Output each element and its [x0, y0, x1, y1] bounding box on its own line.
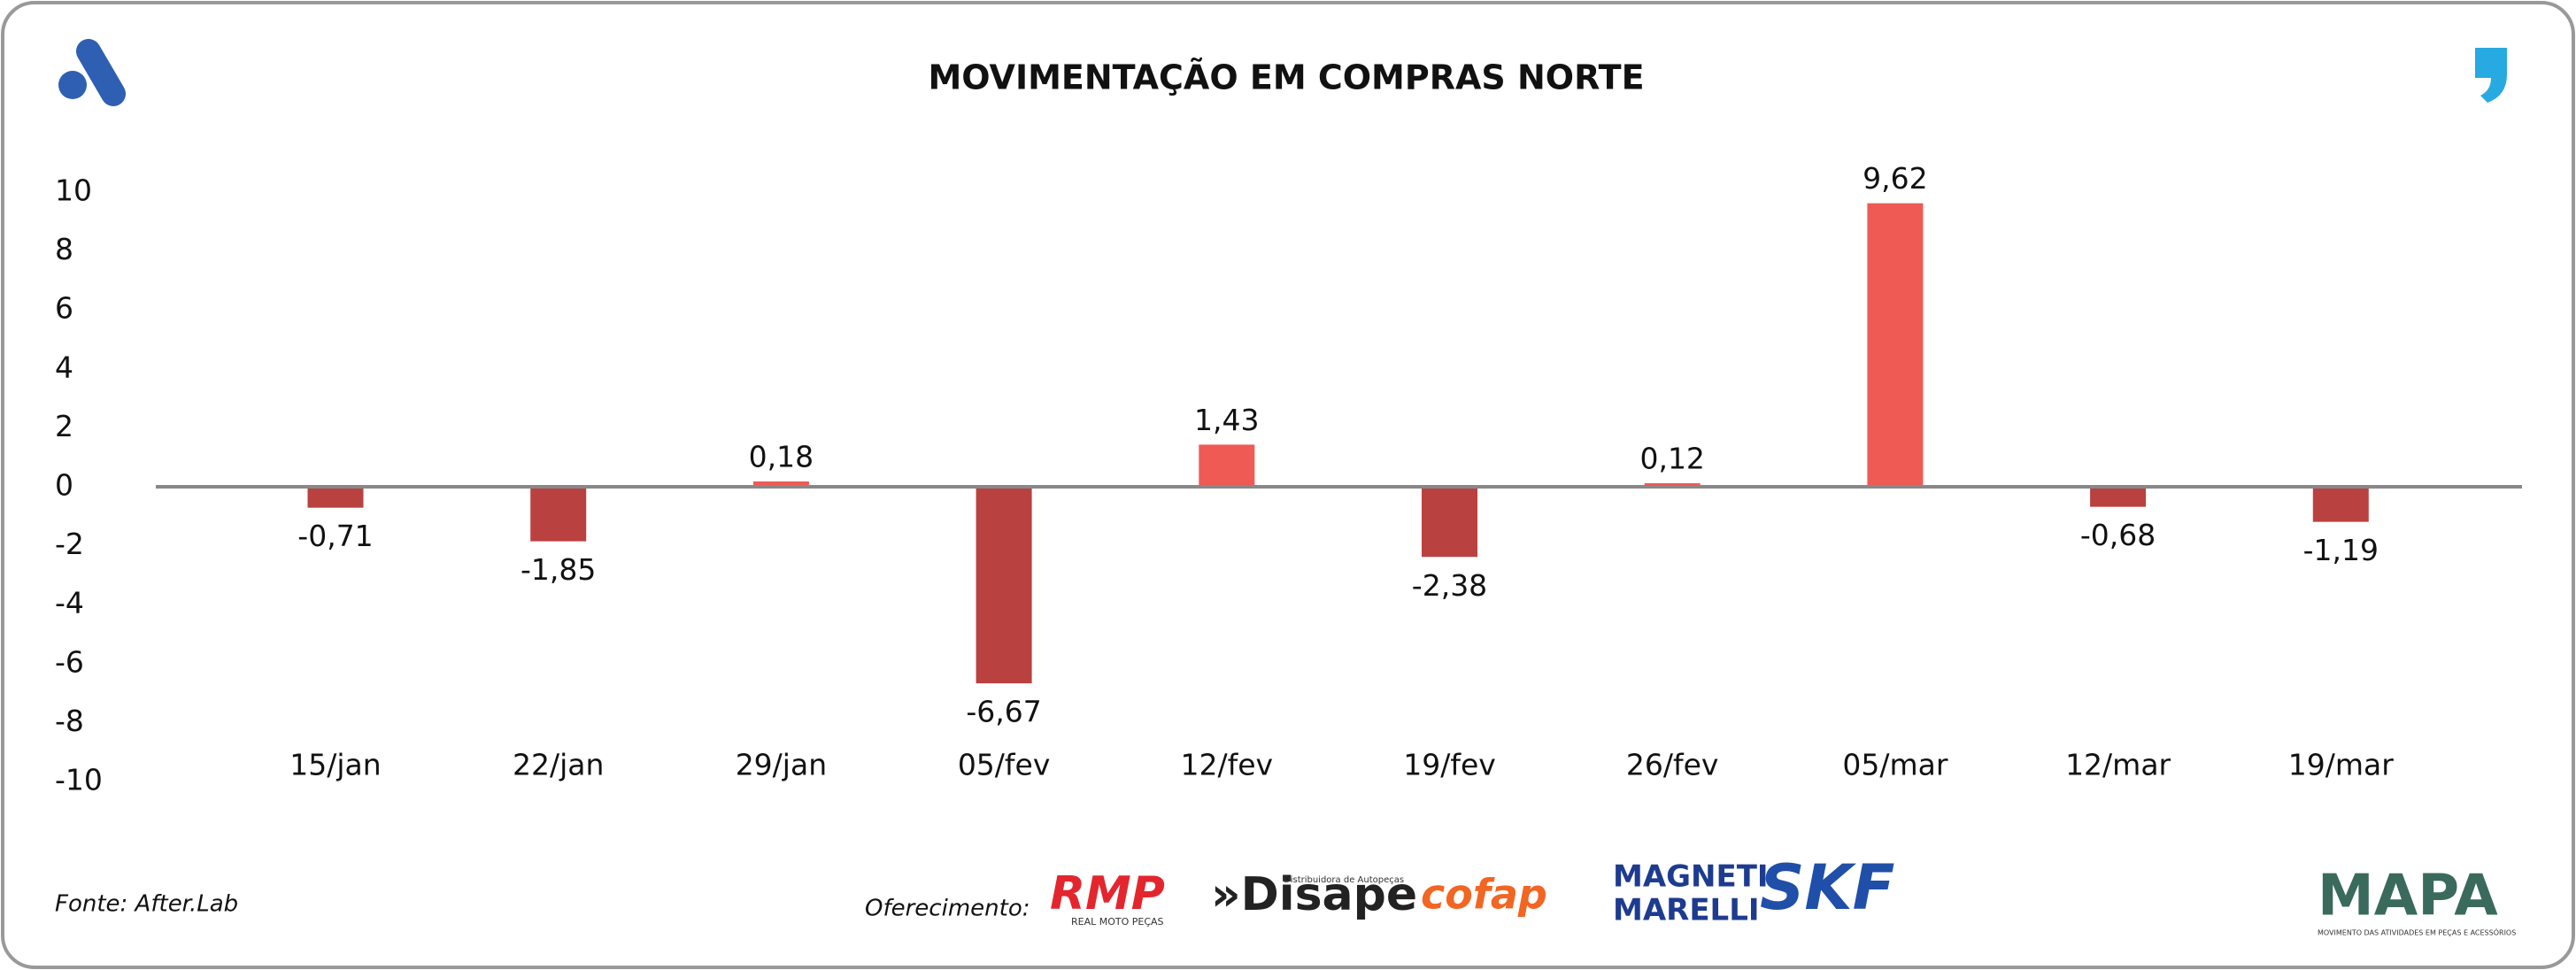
x-tick-label: 12/fev [1181, 748, 1274, 782]
sponsor-logo: MARELLI [1613, 893, 1760, 928]
quote-icon [2475, 48, 2507, 103]
x-tick-label: 05/fev [958, 748, 1051, 782]
bar [2312, 487, 2369, 522]
data-label: -1,85 [521, 552, 596, 587]
x-tick-label: 15/jan [289, 748, 381, 782]
data-label: 0,18 [749, 440, 814, 474]
y-tick-label: -4 [55, 586, 84, 620]
y-tick-label: -10 [55, 763, 103, 797]
y-tick-label: 2 [55, 409, 73, 443]
data-label: 1,43 [1194, 403, 1259, 437]
y-tick-label: -2 [55, 527, 84, 561]
sponsor-logo: REAL MOTO PEÇAS [1071, 916, 1164, 928]
y-tick-label: 6 [55, 291, 73, 326]
data-label: 9,62 [1863, 161, 1927, 196]
bar [1867, 203, 1924, 488]
data-label: -0,68 [2080, 518, 2156, 552]
sponsor-logo: RMP [1050, 867, 1165, 920]
x-tick-label: 05/mar [1842, 748, 1947, 782]
source: Fonte: After.Lab [55, 891, 238, 918]
y-tick-label: 4 [55, 350, 73, 384]
data-label: -6,67 [966, 695, 1041, 729]
x-tick-label: 12/mar [2065, 748, 2171, 782]
bar [1422, 487, 1477, 558]
sponsor-logo: MAGNETI [1613, 859, 1769, 895]
sponsor-logo: cofap [1421, 871, 1547, 919]
data-label: -2,38 [1412, 568, 1487, 603]
data-label: 0,12 [1639, 442, 1704, 476]
y-tick-label: 8 [55, 232, 73, 266]
y-tick-label: -6 [55, 644, 84, 679]
x-tick-label: 22/jan [513, 748, 604, 782]
bar [1199, 444, 1255, 487]
bar [2090, 487, 2147, 507]
sponsor-logo: »Disape [1211, 868, 1417, 921]
x-tick-label: 19/mar [2288, 748, 2394, 782]
y-tick-label: -8 [55, 704, 84, 738]
bar [752, 481, 809, 487]
sponsor-label: Oferecimento: [865, 896, 1030, 922]
sponsor-logo: SKF [1760, 851, 1894, 924]
mapa-tagline: MOVIMENTO DAS ATIVIDADES EM PEÇAS E ACES… [2318, 928, 2516, 937]
bar [976, 487, 1032, 684]
mapa-logo: MAPA [2318, 864, 2498, 929]
chart-title: MOVIMENTAÇÃO EM COMPRAS NORTE [928, 58, 1644, 97]
bar [307, 487, 364, 508]
bar [530, 487, 587, 542]
sponsor-logo: Distribuidora de Autopeças [1284, 875, 1404, 885]
y-tick-label: 10 [55, 173, 92, 208]
x-tick-label: 19/fev [1403, 748, 1496, 782]
data-label: -1,19 [2303, 533, 2379, 567]
data-label: -0,71 [297, 519, 373, 553]
x-tick-label: 26/fev [1626, 748, 1719, 782]
y-tick-label: 0 [55, 468, 73, 503]
x-tick-label: 29/jan [736, 748, 827, 782]
brand-logo [58, 39, 126, 106]
